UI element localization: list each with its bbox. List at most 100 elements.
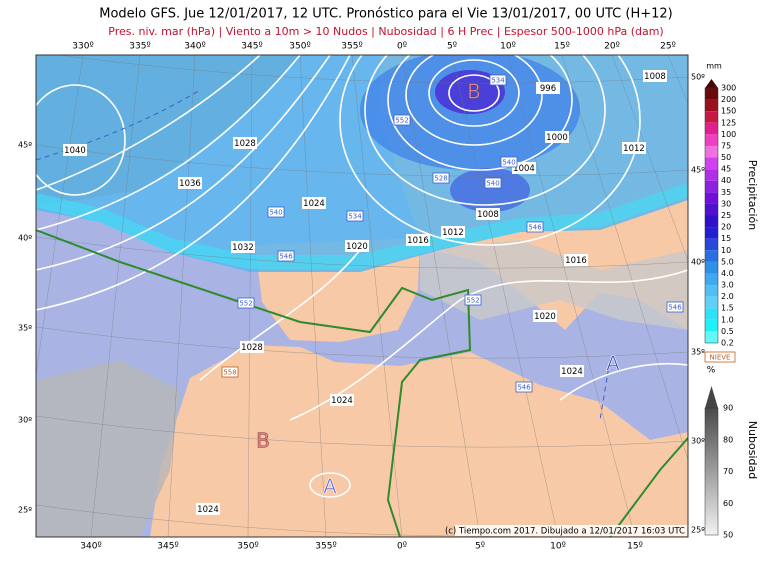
- pressure-center: A: [323, 475, 337, 499]
- colorbar-label: 2.0: [721, 292, 734, 301]
- colorbar-label: 40: [721, 176, 731, 185]
- lon-label: 20º: [604, 42, 620, 52]
- isobar-label: 1016: [407, 236, 429, 246]
- lon-label: 350º: [237, 542, 258, 552]
- colorbar-segment: [705, 88, 718, 100]
- lon-label: 5º: [475, 542, 485, 552]
- lon-label: 340º: [184, 42, 205, 52]
- lat-label: 40º: [691, 258, 705, 267]
- colorbar-segment: [705, 157, 718, 170]
- colorbar-segment: [705, 285, 718, 297]
- cloudbar-label: 60: [723, 499, 733, 508]
- lon-label: 10º: [550, 542, 566, 552]
- isobar-label-box: [622, 142, 646, 154]
- colorbar-label: 30: [721, 199, 731, 208]
- graticule: [36, 55, 688, 537]
- isobar-label-box: [196, 503, 220, 515]
- thickness-label: 552: [466, 297, 479, 305]
- subtitle: Pres. niv. mar (hPa) | Viento a 10m > 10…: [108, 25, 663, 38]
- credit: (c) Tiempo.com 2017. Dibujado a 12/01/20…: [445, 527, 685, 537]
- colorbar-label: 25: [721, 211, 731, 220]
- colorbar-frame: [704, 87, 719, 344]
- thickness-label-box: [237, 297, 255, 309]
- meridian: [401, 55, 481, 537]
- thickness-label-box: [515, 381, 533, 393]
- colorbar-label: 1.0: [721, 315, 734, 324]
- cloudbar-label: 70: [723, 467, 733, 476]
- credit-box: [455, 525, 687, 536]
- colorbar-segment: [705, 319, 718, 332]
- meridian: [36, 55, 84, 376]
- colorbar-segment: [705, 308, 718, 320]
- isobars: [36, 55, 688, 498]
- isobar-label: 1012: [442, 228, 464, 238]
- colorbar-segment: [705, 99, 718, 112]
- thickness-label: 558: [223, 369, 236, 377]
- colorbar-title: Precipitación: [746, 160, 759, 231]
- parallel: [36, 415, 688, 448]
- meridian: [611, 55, 688, 262]
- colorbar-label: 4.0: [721, 269, 734, 278]
- thickness-label-box: [526, 221, 544, 233]
- thickness-label-box: [484, 177, 502, 189]
- meridian: [507, 55, 636, 537]
- isobar-label: 1020: [534, 312, 556, 322]
- isobar-label: 996: [540, 84, 556, 94]
- lat-label: 45º: [691, 166, 705, 175]
- isobar-label-box: [564, 254, 588, 266]
- isobar-label-box: [560, 365, 584, 377]
- lat-label: 25º: [18, 506, 32, 515]
- colorbar-segment: [705, 192, 718, 204]
- colorbar-segment: [705, 203, 718, 216]
- colorbar-label: 1.5: [721, 304, 734, 313]
- colorbar-label: 75: [721, 141, 731, 150]
- colorbar-label: 0.2: [721, 339, 734, 348]
- isobar-label: 1000: [546, 133, 568, 143]
- meridian: [561, 55, 688, 461]
- cloudbar-label: 50: [723, 531, 733, 540]
- colorbar-label: 10: [721, 246, 731, 255]
- lat-label: 25º: [691, 526, 705, 535]
- isobar-label: 1024: [331, 396, 353, 406]
- cloud-unit: %: [707, 366, 716, 376]
- isobar-label: 1024: [197, 505, 219, 515]
- isobar-label: 1028: [241, 343, 263, 353]
- colorbar-segment: [705, 180, 718, 193]
- lat-label: 35º: [18, 324, 32, 333]
- lon-label: 350º: [289, 42, 310, 52]
- africa: [150, 345, 688, 537]
- isobar-label: 1020: [346, 242, 368, 252]
- snow-label: NIEVE: [710, 354, 731, 362]
- lon-label: 25º: [660, 42, 676, 52]
- colorbar-segment: [705, 227, 718, 239]
- lon-label: 0º: [397, 42, 407, 52]
- lat-label: 45º: [18, 141, 32, 150]
- thickness-label-box: [666, 301, 684, 313]
- title: Modelo GFS. Jue 12/01/2017, 12 UTC. Pron…: [99, 7, 672, 22]
- colorbar-segment: [705, 215, 718, 228]
- cloud: [420, 240, 688, 330]
- isobar-label-box: [643, 70, 667, 82]
- lon-label: 330º: [72, 42, 93, 52]
- isobar-label: 1016: [565, 256, 587, 266]
- colorbar-segment: [705, 238, 718, 251]
- thickness-label-box: [221, 366, 239, 378]
- cloudbar: [704, 407, 719, 536]
- lat-label: 50º: [691, 73, 705, 82]
- thickness-label: 534: [491, 77, 505, 85]
- isobar-label: 1012: [623, 144, 645, 154]
- isobar-label-box: [476, 208, 500, 220]
- thickness-label-box: [393, 114, 411, 126]
- isobar-label: 1004: [513, 164, 535, 174]
- lon-label: 15º: [554, 42, 570, 52]
- isobar-label-box: [63, 144, 87, 156]
- isobar-label: 1040: [64, 146, 86, 156]
- precipitation: [450, 168, 530, 212]
- thickness-label-box: [432, 172, 450, 184]
- lon-label: 15º: [627, 542, 643, 552]
- thickness-label: 540: [502, 159, 515, 167]
- colorbar-label: 35: [721, 188, 731, 197]
- thickness-label-box: [464, 294, 482, 306]
- thickness-label: 552: [395, 117, 408, 125]
- colorbar-segment: [705, 145, 718, 158]
